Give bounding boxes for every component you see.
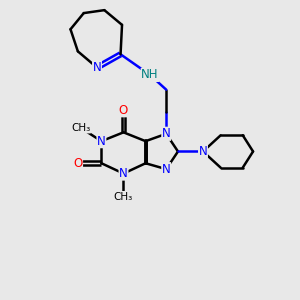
Text: CH₃: CH₃ xyxy=(71,123,90,133)
Text: N: N xyxy=(93,61,101,74)
Text: N: N xyxy=(199,145,207,158)
Text: N: N xyxy=(162,163,171,176)
Text: CH₃: CH₃ xyxy=(114,191,133,202)
Text: N: N xyxy=(119,167,128,180)
Text: N: N xyxy=(97,135,106,148)
Text: O: O xyxy=(119,104,128,117)
Text: O: O xyxy=(73,157,83,170)
Text: N: N xyxy=(162,127,171,140)
Text: NH: NH xyxy=(141,68,159,81)
